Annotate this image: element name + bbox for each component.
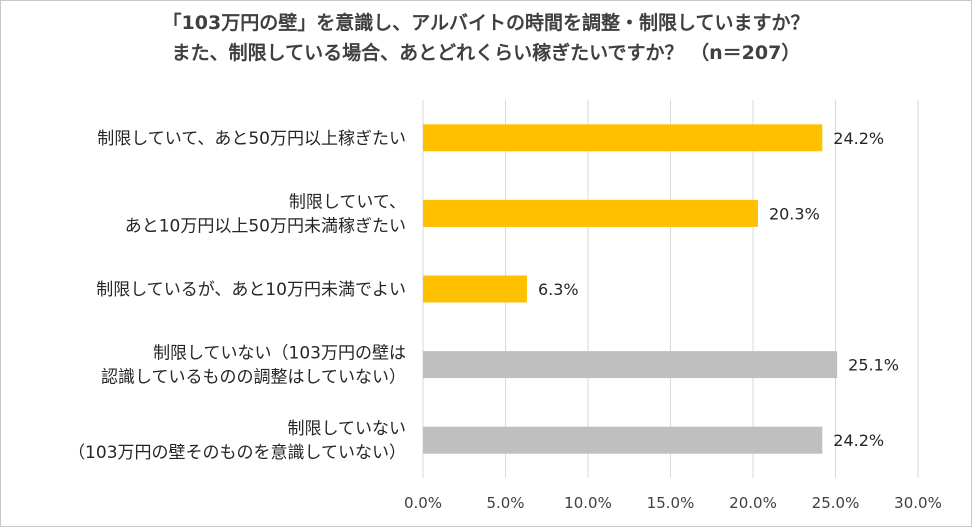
bar	[423, 124, 823, 152]
chart-title-line: また、制限している場合、あとどれくらい稼ぎたいですか？ （n＝207）	[172, 41, 801, 64]
data-label: 6.3%	[538, 280, 579, 299]
x-tick-label: 0.0%	[404, 494, 442, 512]
x-tick-label: 20.0%	[729, 494, 777, 512]
x-tick-label: 30.0%	[894, 494, 942, 512]
chart-title-line: 「103万円の壁」を意識し、アルバイトの時間を調整・制限していますか？	[163, 11, 810, 34]
category-label: （103万円の壁そのものを意識していない）	[68, 443, 406, 463]
x-tick-label: 5.0%	[486, 494, 524, 512]
data-label: 24.2%	[833, 129, 884, 148]
data-label: 24.2%	[833, 431, 884, 450]
bar	[423, 275, 527, 303]
category-label: 制限していない	[288, 419, 407, 439]
category-label: 制限していて、	[289, 192, 406, 212]
bar	[423, 426, 823, 454]
category-label: 制限しているが、あと10万円未満でよい	[96, 280, 406, 300]
category-label: あと10万円以上50万円未満稼ぎたい	[125, 216, 406, 236]
category-label: 制限していない（103万円の壁は	[153, 344, 406, 364]
x-tick-label: 25.0%	[812, 494, 860, 512]
category-label: 制限していて、あと50万円以上稼ぎたい	[97, 129, 406, 149]
bar	[423, 199, 758, 227]
bar	[423, 351, 838, 379]
category-label: 認識しているものの調整はしていない）	[101, 368, 406, 388]
data-label: 20.3%	[769, 204, 820, 223]
x-tick-label: 10.0%	[564, 494, 612, 512]
x-tick-label: 15.0%	[647, 494, 695, 512]
data-label: 25.1%	[848, 356, 899, 375]
